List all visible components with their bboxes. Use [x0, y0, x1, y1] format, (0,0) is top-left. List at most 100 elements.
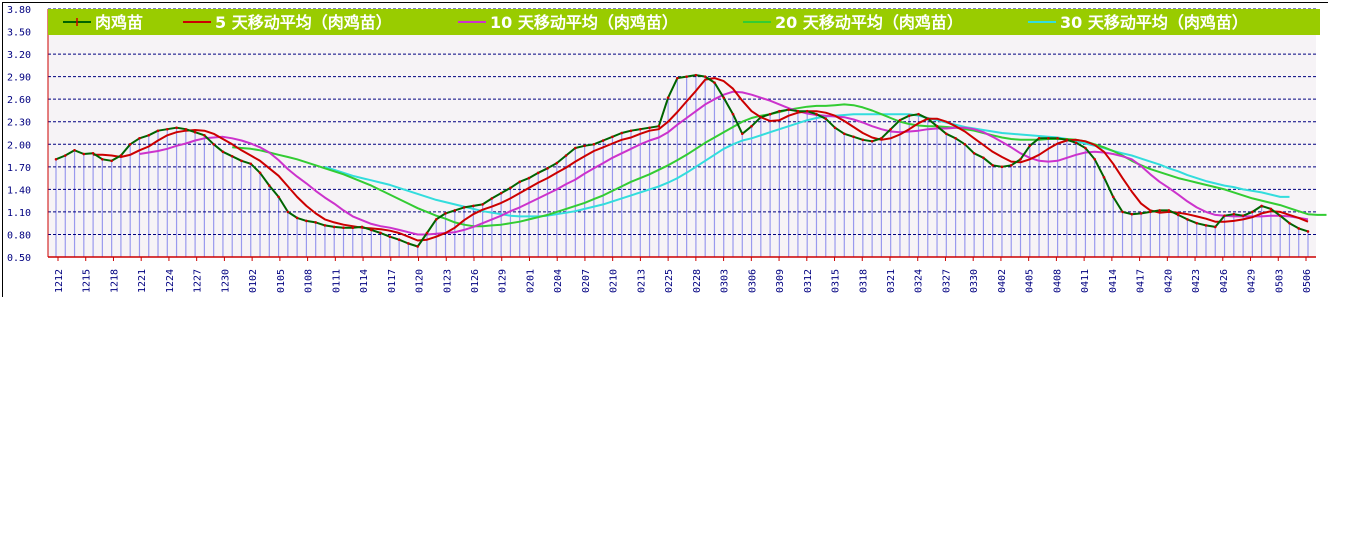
price-point	[175, 126, 178, 130]
price-point	[1111, 195, 1115, 199]
legend-label: 30 天移动平均（肉鸡苗）	[1060, 13, 1248, 32]
price-point	[147, 133, 151, 137]
price-point	[434, 218, 438, 221]
price-point	[397, 238, 401, 242]
price-point	[416, 245, 419, 248]
price-point	[861, 138, 865, 142]
price-point	[574, 146, 577, 150]
price-point	[898, 118, 902, 122]
x-tick-label: 0303	[720, 269, 731, 293]
price-point	[629, 129, 633, 133]
price-point	[1278, 214, 1282, 217]
price-point	[156, 129, 160, 133]
price-point	[917, 112, 920, 116]
price-point	[203, 133, 206, 137]
x-tick-label: 0129	[498, 269, 509, 293]
price-point	[796, 109, 800, 113]
price-point	[453, 209, 457, 212]
x-tick-label: 0318	[858, 269, 869, 293]
price-point	[63, 154, 67, 157]
price-point	[694, 73, 698, 77]
price-point	[1037, 136, 1041, 140]
x-tick-label: 0228	[692, 269, 703, 293]
x-tick-label: 1215	[82, 269, 93, 293]
price-point	[657, 124, 661, 128]
series-line-price	[55, 74, 1309, 248]
price-point	[295, 216, 299, 220]
x-tick-label: 0102	[248, 269, 259, 293]
price-point	[305, 219, 308, 223]
x-tick-label: 0324	[914, 269, 925, 293]
volume-bars	[55, 75, 1309, 257]
price-point	[490, 197, 494, 200]
price-point	[870, 139, 874, 143]
legend: 肉鸡苗 5 天移动平均（肉鸡苗） 10 天移动平均（肉鸡苗） 20 天移动平均（肉鸡苗…	[48, 9, 1320, 35]
x-tick-label: 0201	[525, 269, 536, 293]
series-line-ma5	[93, 77, 1309, 242]
x-tick-label: 0414	[1108, 269, 1119, 293]
price-point	[583, 144, 586, 148]
price-point	[258, 171, 262, 175]
y-tick-label: 3.20	[7, 50, 31, 61]
x-tick-label: 0204	[553, 269, 564, 293]
price-point	[842, 132, 846, 136]
x-tick-label: 0411	[1080, 269, 1091, 293]
price-point	[1195, 221, 1199, 225]
price-point	[425, 231, 429, 235]
x-tick-label: 0213	[636, 269, 647, 293]
price-point	[314, 221, 317, 224]
price-point	[240, 159, 243, 163]
y-tick-label: 2.00	[7, 140, 31, 151]
y-tick-label: 1.40	[7, 185, 31, 196]
price-point	[138, 136, 141, 140]
x-tick-label: 0408	[1052, 269, 1063, 293]
price-point	[462, 206, 466, 209]
price-point	[481, 203, 484, 206]
x-tick-label: 0108	[304, 269, 315, 293]
price-point	[648, 126, 651, 130]
price-point	[750, 124, 753, 128]
price-point	[1241, 214, 1245, 217]
price-point	[128, 142, 132, 146]
price-point	[1139, 212, 1143, 215]
price-point	[212, 142, 215, 146]
x-tick-label: 0105	[276, 269, 287, 293]
x-tick-label: 0417	[1136, 269, 1147, 293]
price-point	[472, 204, 475, 208]
price-point	[388, 235, 392, 239]
price-point	[444, 212, 447, 215]
x-tick-label: 0321	[886, 269, 897, 293]
price-point	[184, 127, 188, 131]
price-point	[620, 131, 624, 135]
price-point	[1019, 158, 1022, 161]
price-point	[370, 228, 373, 232]
price-point	[91, 151, 95, 155]
x-tick-label: 0309	[775, 269, 786, 293]
x-tick-label: 0225	[664, 269, 675, 293]
price-point	[379, 231, 382, 235]
x-tick-label: 0402	[997, 269, 1008, 293]
price-point	[1223, 214, 1226, 217]
price-point	[638, 127, 642, 131]
price-point	[722, 96, 726, 99]
price-point	[1167, 209, 1171, 212]
series-line-ma30	[324, 113, 1290, 218]
y-tick-label: 1.70	[7, 163, 31, 174]
price-point	[564, 154, 568, 157]
price-point	[982, 156, 985, 160]
price-point	[759, 115, 763, 119]
y-tick-label: 3.80	[7, 5, 31, 16]
price-point	[332, 225, 336, 229]
price-point	[1084, 146, 1087, 150]
x-tick-label: 0210	[609, 269, 620, 293]
price-point	[555, 161, 559, 165]
price-point	[101, 158, 104, 161]
price-point	[852, 135, 855, 139]
x-axis-ticks: 1212 1215 1218 1221 1224 1227 1230 0102 0105 0108…	[54, 257, 1313, 293]
axes	[47, 9, 1316, 258]
x-tick-label: 0405	[1025, 269, 1036, 293]
x-tick-label: 1218	[109, 269, 120, 293]
y-tick-label: 0.50	[7, 253, 31, 264]
x-tick-label: 0506	[1302, 269, 1313, 293]
price-point	[509, 186, 512, 190]
